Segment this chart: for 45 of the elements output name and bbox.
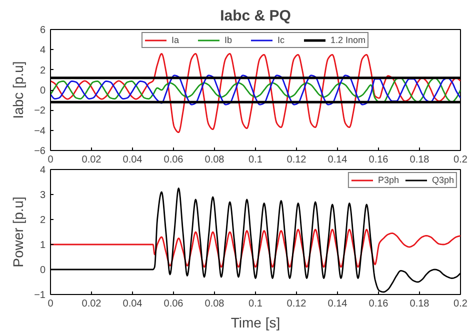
x-tick-label: 0.08	[204, 298, 225, 310]
x-tick-label: 0.08	[204, 154, 225, 166]
x-tick-label: 0.04	[122, 298, 143, 310]
legend-label: 1.2 Inom	[330, 35, 366, 45]
x-tick-label: 0.1	[248, 154, 263, 166]
y-axis-title: Power [p.u]	[10, 196, 26, 268]
x-axis-title: Time [s]	[230, 314, 280, 330]
y-tick-label: −4	[34, 126, 46, 137]
chart-title: Iabc & PQ	[220, 8, 292, 24]
y-tick-label: 1	[40, 240, 46, 251]
y-tick-label: 4	[40, 165, 46, 176]
x-tick-label: 0.14	[328, 154, 348, 166]
legend-label: Ic	[277, 35, 286, 45]
x-tick-label: 0.1	[248, 298, 263, 310]
x-tick-label: 0.06	[164, 154, 184, 166]
y-tick-label: −6	[34, 146, 46, 157]
y-tick-label: 0	[40, 86, 46, 96]
x-tick-label: 0.02	[82, 154, 102, 166]
y-tick-label: 2	[40, 65, 46, 76]
legend-label: P3ph	[378, 175, 399, 185]
x-tick-label: 0.16	[368, 298, 389, 310]
y-tick-label: 3	[40, 190, 46, 201]
x-tick-label: 0	[48, 154, 54, 166]
legend-label: Q3ph	[432, 175, 454, 185]
x-tick-label: 0.12	[286, 298, 307, 310]
x-tick-label: 0	[48, 298, 54, 310]
legend-label: Ib	[224, 35, 233, 45]
y-tick-label: 6	[40, 25, 46, 36]
x-tick-label: 0.18	[410, 154, 430, 166]
y-tick-label: −2	[34, 106, 46, 117]
x-tick-label: 0.2	[454, 154, 468, 166]
legend-label: Ia	[171, 35, 180, 45]
x-tick-label: 0.14	[328, 298, 348, 310]
x-tick-label: 0.2	[454, 298, 468, 310]
x-tick-label: 0.02	[82, 298, 102, 310]
y-axis-title: Iabc [p.u]	[10, 61, 26, 119]
x-tick-label: 0.06	[164, 298, 184, 310]
x-tick-label: 0.16	[368, 154, 389, 166]
y-tick-label: −1	[34, 290, 46, 301]
x-tick-label: 0.04	[122, 154, 143, 166]
y-tick-label: 0	[40, 265, 46, 276]
x-tick-label: 0.12	[286, 154, 307, 166]
x-tick-label: 0.18	[410, 298, 430, 310]
y-tick-label: 2	[40, 215, 46, 226]
y-tick-label: 4	[40, 45, 46, 56]
